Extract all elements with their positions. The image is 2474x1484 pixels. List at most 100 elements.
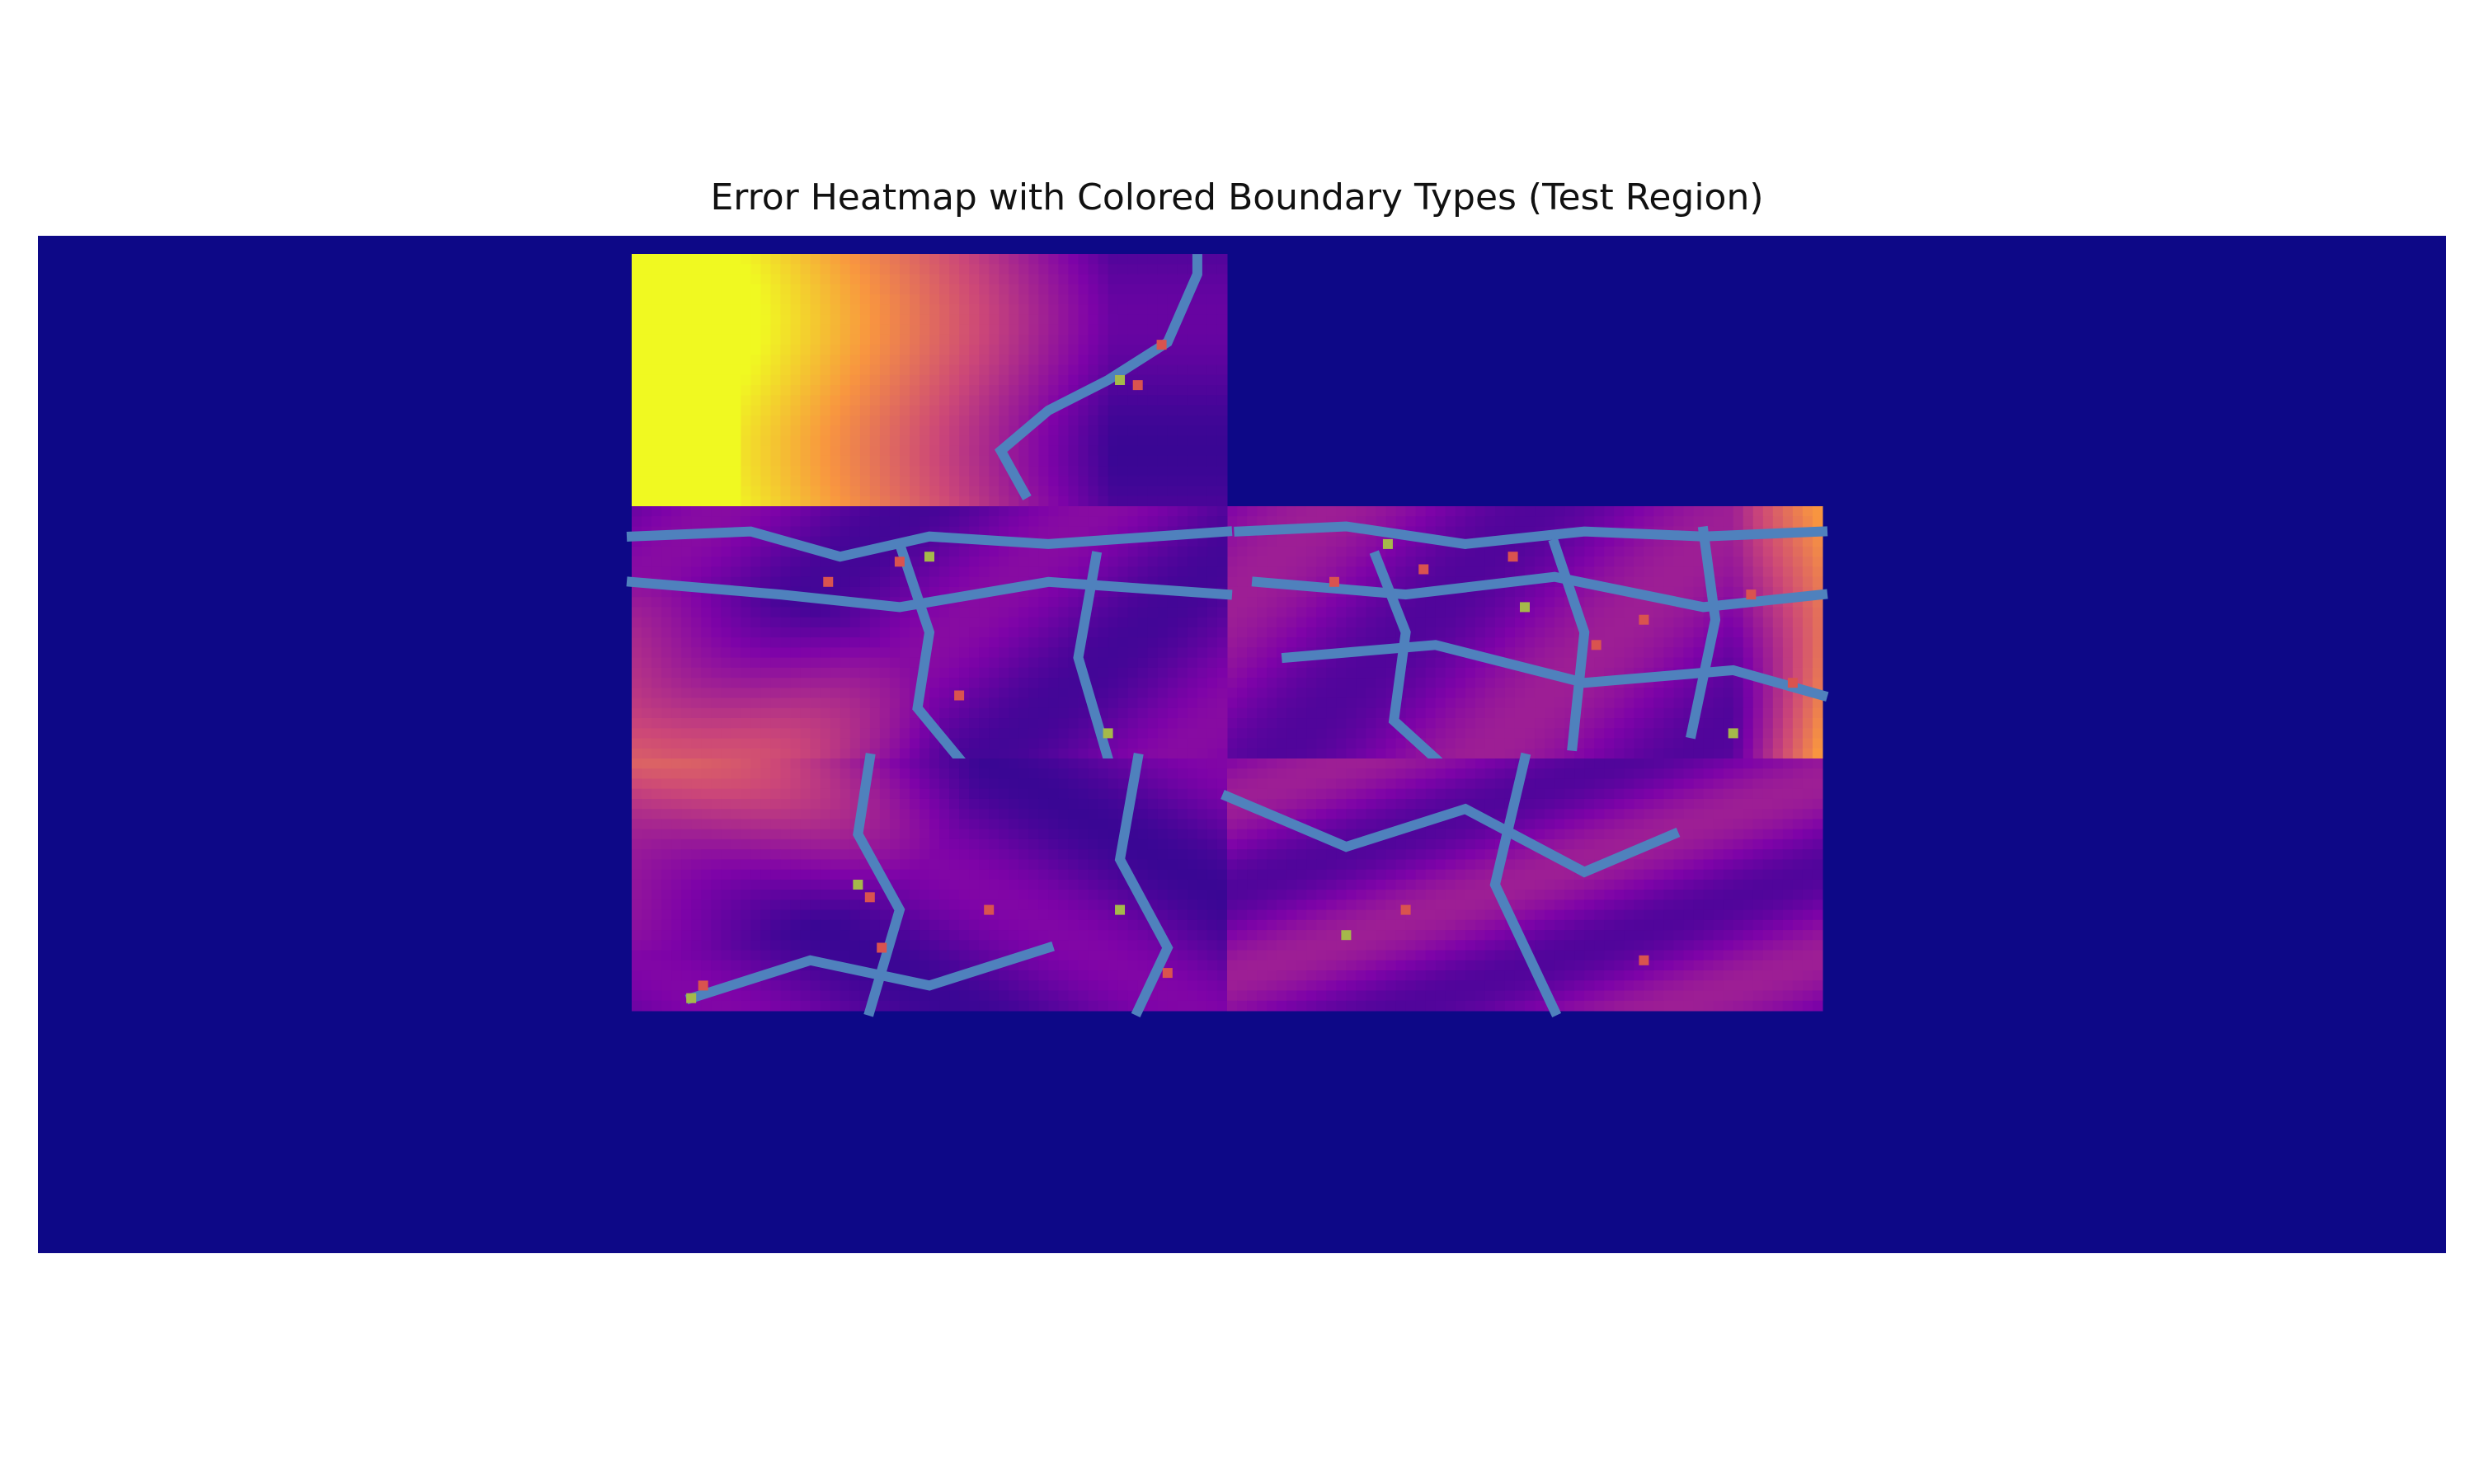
heatmap-cell: [1009, 526, 1019, 538]
heatmap-cell: [800, 637, 811, 648]
heatmap-cell: [1752, 738, 1764, 749]
heatmap-cell: [1028, 758, 1039, 769]
heatmap-cell: [1058, 314, 1069, 326]
heatmap-cell: [869, 466, 881, 477]
heatmap-cell: [731, 707, 741, 719]
heatmap-cell: [999, 607, 1009, 618]
heatmap-cell: [770, 304, 781, 315]
heatmap-cell: [939, 284, 950, 295]
heatmap-cell: [810, 697, 821, 709]
heatmap-cell: [1336, 546, 1347, 557]
heatmap-cell: [849, 345, 861, 355]
heatmap-cell: [671, 809, 682, 819]
heatmap-cell: [790, 819, 802, 830]
heatmap-cell: [889, 688, 901, 699]
heatmap-cell: [1752, 576, 1764, 588]
heatmap-cell: [1058, 385, 1069, 396]
heatmap-cell: [661, 374, 672, 386]
heatmap-cell: [1068, 445, 1079, 457]
heatmap-cell: [1137, 667, 1149, 679]
heatmap-cell: [1683, 637, 1695, 648]
heatmap-cell: [879, 435, 891, 447]
heatmap-cell: [979, 627, 990, 638]
heatmap-cell: [1286, 637, 1297, 648]
heatmap-cell: [1018, 334, 1029, 345]
heatmap-cell: [939, 688, 950, 699]
heatmap-cell: [1117, 707, 1129, 719]
heatmap-cell: [651, 809, 662, 819]
heatmap-cell: [1237, 627, 1248, 638]
heatmap-cell: [1455, 707, 1466, 719]
heatmap-cell: [770, 576, 781, 588]
heatmap-cell: [919, 284, 930, 295]
heatmap-cell: [1594, 718, 1605, 729]
heatmap-cell: [671, 345, 682, 355]
heatmap-cell: [929, 495, 940, 507]
heatmap-cell: [651, 355, 662, 366]
heatmap-cell: [999, 597, 1009, 608]
heatmap-cell: [1157, 637, 1169, 648]
heatmap-cell: [741, 466, 751, 477]
heatmap-cell: [1465, 678, 1476, 688]
heatmap-cell: [820, 829, 831, 840]
heatmap-cell: [721, 355, 731, 366]
heatmap-cell: [1465, 617, 1476, 628]
heatmap-cell: [1713, 688, 1724, 699]
heatmap-cell: [1812, 697, 1823, 709]
heatmap-cell: [840, 758, 851, 769]
heatmap-cell: [1504, 647, 1516, 659]
heatmap-cell: [731, 788, 741, 800]
heatmap-cell: [840, 435, 851, 447]
heatmap-cell: [1216, 768, 1228, 779]
heatmap-cell: [1554, 647, 1565, 659]
heatmap-cell: [1078, 355, 1089, 366]
heatmap-cell: [1009, 657, 1019, 669]
heatmap-cell: [651, 627, 662, 638]
heatmap-cell: [1475, 688, 1486, 699]
heatmap-cell: [869, 506, 881, 517]
heatmap-cell: [1088, 768, 1099, 779]
heatmap-cell: [909, 314, 920, 326]
heatmap-cell: [810, 657, 821, 669]
heatmap-cell: [760, 435, 771, 447]
heatmap-cell: [651, 556, 662, 567]
heatmap-cell: [1197, 415, 1208, 426]
heatmap-cell: [1227, 728, 1238, 740]
heatmap-cell: [840, 385, 851, 396]
heatmap-cell: [661, 445, 672, 457]
heatmap-cell: [1157, 748, 1169, 759]
heatmap-cell: [721, 809, 731, 819]
heatmap-cell: [1326, 546, 1337, 557]
heatmap-cell: [1028, 707, 1039, 719]
heatmap-cell: [959, 627, 970, 638]
heatmap-cell: [1197, 405, 1208, 416]
heatmap-cell: [1296, 738, 1307, 749]
heatmap-cell: [1197, 768, 1208, 779]
heatmap-cell: [1187, 536, 1198, 547]
heatmap-cell: [741, 637, 751, 648]
heatmap-cell: [711, 274, 722, 285]
heatmap-cell: [1127, 647, 1139, 659]
heatmap-cell: [1425, 667, 1437, 679]
heatmap-cell: [939, 788, 950, 800]
heatmap-cell: [830, 809, 841, 819]
heatmap-cell: [929, 425, 940, 436]
heatmap-cell: [750, 466, 761, 477]
heatmap-cell: [1088, 355, 1099, 366]
heatmap-cell: [780, 798, 792, 810]
heatmap-cell: [899, 657, 910, 669]
heatmap-cell: [1723, 647, 1734, 659]
heatmap-cell: [731, 506, 741, 517]
heatmap-cell: [1257, 647, 1268, 659]
heatmap-cell: [1098, 334, 1109, 345]
heatmap-cell: [1733, 556, 1744, 567]
heatmap-cell: [949, 809, 960, 819]
heatmap-cell: [899, 425, 910, 436]
heatmap-cell: [959, 728, 970, 740]
heatmap-cell: [1108, 445, 1119, 457]
heatmap-cell: [969, 476, 980, 487]
heatmap-cell: [691, 274, 702, 285]
heatmap-cell: [1673, 647, 1685, 659]
heatmap-cell: [959, 254, 970, 265]
heatmap-cell: [969, 264, 980, 275]
